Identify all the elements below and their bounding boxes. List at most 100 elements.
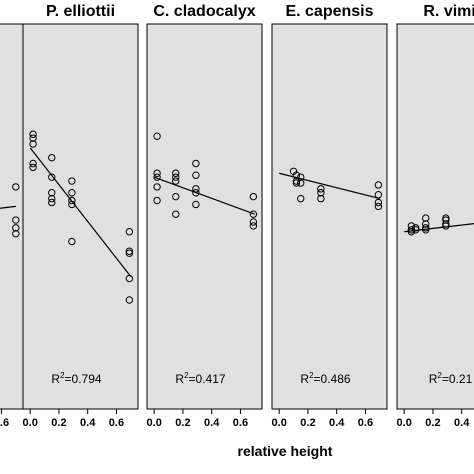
- panel-1-tick-label-0.6: 0.6: [109, 417, 124, 429]
- panel-4-point-3: [411, 224, 420, 232]
- panel-2-r2-label: R2=0.417: [175, 371, 225, 386]
- panel-3-point-6: [297, 194, 305, 203]
- panel-1-point-3: [29, 159, 37, 168]
- panel-1-point-16: [125, 247, 134, 255]
- panel-3-point-12: [374, 198, 383, 207]
- panel-3-tick-label-0.6: 0.6: [358, 417, 373, 429]
- panel-3-point-4: [297, 173, 305, 181]
- panel-2-tick-label-0: 0.0: [147, 417, 162, 429]
- panel-3-point-2: [292, 177, 301, 185]
- panel-3-r2-label: R2=0.486: [300, 371, 350, 386]
- panel-1-point-6: [48, 173, 56, 181]
- panel-1-point-14: [68, 237, 76, 246]
- panel-3-point-3: [292, 179, 301, 187]
- panel-4-point-10: [442, 216, 450, 224]
- panel-4-point-6: [422, 220, 430, 228]
- panel-4-point-12: [442, 222, 450, 230]
- panel-2-point-6: [172, 173, 180, 181]
- panel-3-plot-area: [271, 23, 388, 410]
- panel-4-point-7: [422, 224, 430, 232]
- panel-4-tick-label-0.4: 0.4: [454, 417, 470, 429]
- panel-2-point-7: [172, 177, 180, 185]
- panel-1-point-15: [125, 228, 134, 236]
- x-axis-label: relative height: [238, 443, 333, 459]
- panel-1-r2-label: R2=0.794: [51, 371, 101, 386]
- panel-2-plot-area: [146, 23, 263, 410]
- panel-3-point-11: [374, 191, 383, 199]
- panel-3-tick-label-0: 0.0: [272, 417, 287, 429]
- panel-1-point-2: [29, 140, 37, 148]
- panel-2-point-12: [192, 185, 200, 193]
- panel-0-point-2: [12, 224, 20, 232]
- panel-2-point-18: [249, 222, 258, 230]
- panel-2-tick-label-0.2: 0.2: [175, 417, 190, 429]
- panel-2-point-17: [249, 218, 258, 226]
- panel-1-tick-label-0.4: 0.4: [80, 417, 96, 429]
- panel-1-point-5: [48, 153, 56, 162]
- panel-0: 0.00.20.40.6: [0, 23, 24, 429]
- panel-4-point-9: [442, 214, 450, 222]
- panel-1-title: P. elliottii: [46, 3, 115, 20]
- panel-2-point-10: [192, 159, 200, 168]
- panel-1-tick-label-0: 0.0: [23, 417, 38, 429]
- panel-1-point-13: [68, 200, 76, 209]
- panel-4-point-0: [407, 222, 416, 230]
- panel-2-point-5: [172, 169, 180, 177]
- panel-1-fit-line: [29, 147, 132, 277]
- panel-1-point-19: [125, 296, 134, 304]
- panel-4-point-5: [422, 214, 430, 222]
- panel-0-tick-label-0.6: 0.6: [0, 417, 9, 429]
- panel-4-r2-label: R2=0.21: [429, 371, 473, 386]
- panel-2-point-4: [153, 196, 161, 205]
- panel-4-point-11: [442, 220, 450, 228]
- panel-4-point-1: [407, 226, 416, 234]
- panel-2-point-11: [192, 171, 200, 179]
- panel-1-point-10: [68, 177, 76, 185]
- panel-1-point-1: [29, 134, 37, 142]
- panel-1-point-9: [48, 198, 56, 207]
- panel-0-plot-area: [0, 23, 24, 410]
- panel-4-title: R. vimin: [423, 3, 474, 20]
- panel-2: C. cladocalyx R2=0.417 0.0 0.2 0.4 0.6: [146, 3, 263, 429]
- panel-4-tick-label-0: 0.0: [397, 417, 412, 429]
- panel-1-plot-area: [22, 23, 139, 410]
- panel-1-point-11: [68, 189, 76, 197]
- panel-2-point-8: [172, 192, 180, 201]
- panel-3-point-5: [297, 179, 305, 187]
- panel-0-point-0: [12, 183, 20, 191]
- panel-1-point-0: [29, 130, 37, 138]
- panel-3: E. capensis R2=0.486 0.0 0.2 0.4 0.6: [271, 3, 388, 429]
- panel-4-tick-label-0.2: 0.2: [425, 417, 440, 429]
- panel-2-fit-line: [153, 176, 256, 215]
- panel-4-fit-line: [404, 223, 474, 233]
- panel-4-point-8: [422, 226, 430, 234]
- panel-4-point-4: [411, 226, 420, 234]
- panel-4-plot-area: [396, 23, 474, 410]
- panel-3-point-10: [374, 181, 383, 189]
- panel-2-point-14: [192, 200, 200, 209]
- panel-3-point-9: [317, 194, 325, 203]
- panel-1: P. elliottii R2=0.794 0.0 0.2 0.4 0.6: [22, 3, 139, 429]
- panel-3-tick-label-0.2: 0.2: [300, 417, 315, 429]
- panel-3-point-8: [317, 189, 325, 197]
- panel-4-point-2: [407, 228, 416, 236]
- panel-1-point-4: [29, 163, 37, 172]
- panel-1-point-8: [48, 194, 56, 203]
- panel-3-point-13: [374, 202, 383, 211]
- panel-3-tick-label-0.4: 0.4: [329, 417, 345, 429]
- panel-4: R. viminR2=0.210.00.20.40.6: [396, 3, 474, 429]
- panel-1-point-12: [68, 196, 76, 205]
- panel-2-point-15: [249, 192, 258, 201]
- panel-1-point-7: [48, 189, 56, 197]
- panel-3-title: E. capensis: [285, 3, 373, 20]
- panel-1-point-18: [125, 274, 134, 283]
- panel-2-point-13: [192, 189, 200, 197]
- panels: 0.00.20.40.6P. elliottiiR2=0.7940.00.20.…: [0, 3, 474, 429]
- panel-0-point-3: [12, 230, 20, 238]
- panel-3-point-1: [292, 171, 301, 179]
- panel-1-point-17: [125, 249, 134, 257]
- panel-2-point-9: [172, 210, 180, 218]
- panel-2-tick-label-0.4: 0.4: [204, 417, 220, 429]
- panel-3-point-7: [317, 185, 325, 193]
